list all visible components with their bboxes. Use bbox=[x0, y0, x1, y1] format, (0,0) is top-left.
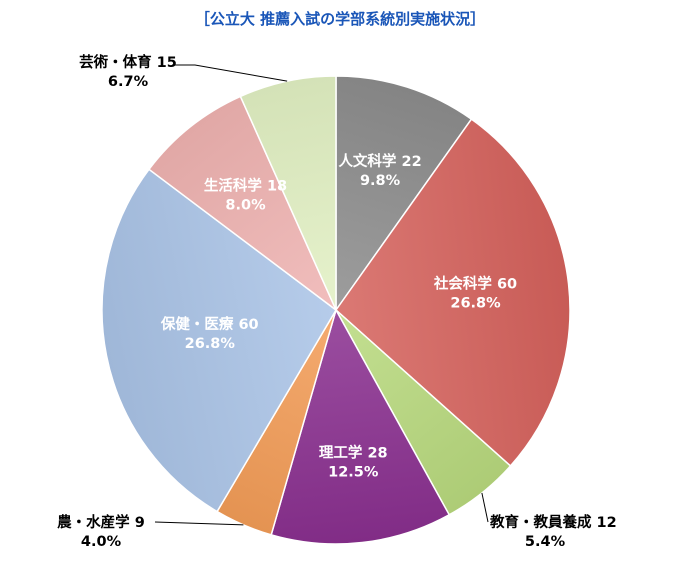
slice-label-4: 理工学 28 12.5% bbox=[319, 443, 388, 480]
leader-line-3 bbox=[481, 492, 489, 523]
slice-label-3: 教育・教員養成 12 5.4% bbox=[489, 513, 617, 550]
slice-label-8: 芸術・体育 15 6.7% bbox=[79, 53, 177, 90]
pie-slice-6 bbox=[101, 168, 337, 513]
chart-title: ［公立大 推薦入試の学部系統別実施状況］ bbox=[195, 10, 485, 28]
slice-label-1: 人文科学 22 9.8% bbox=[338, 152, 421, 189]
leader-line-8 bbox=[172, 64, 288, 82]
leader-line-5 bbox=[154, 521, 244, 526]
pie-slice-7 bbox=[147, 95, 337, 311]
pie-slice-4 bbox=[270, 308, 451, 545]
slice-label-7: 生活科学 18 8.0% bbox=[204, 177, 287, 214]
pie-slice-1 bbox=[335, 75, 473, 313]
pie-slice-2 bbox=[335, 118, 571, 467]
slice-label-6: 保健・医療 60 26.8% bbox=[160, 315, 259, 352]
slice-label-5: 農・水産学 9 4.0% bbox=[57, 513, 145, 550]
slice-label-2: 社会科学 60 26.8% bbox=[433, 274, 517, 311]
